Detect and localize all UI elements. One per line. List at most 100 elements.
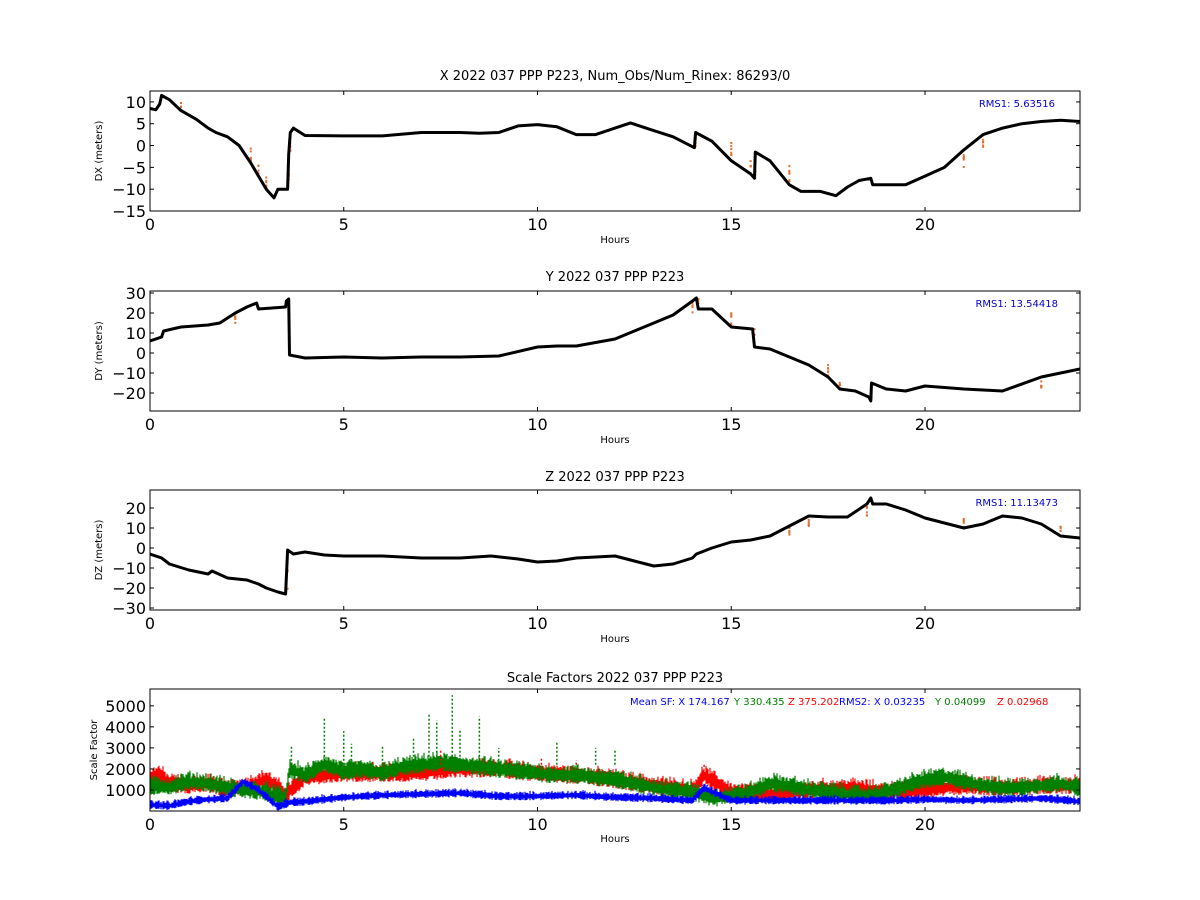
outlier-point	[1059, 527, 1062, 530]
panel-y-title: Y 2022 037 PPP P223	[545, 270, 685, 285]
outlier-point	[730, 312, 733, 315]
y-tick-label: −20	[112, 384, 146, 403]
outlier-point	[730, 151, 733, 154]
outlier-point	[788, 171, 791, 174]
series-line	[150, 496, 1080, 596]
outlier-point	[788, 531, 791, 534]
outlier-point	[962, 517, 965, 520]
outlier-point	[1059, 525, 1062, 528]
panel-data-layer	[150, 296, 1080, 403]
panel-scale-factors: Scale Factors 2022 037 PPP P223 Hours Sc…	[89, 671, 1081, 845]
outlier-point	[962, 520, 965, 523]
outlier-point	[286, 587, 289, 590]
outlier-point	[788, 165, 791, 168]
outlier-point	[865, 514, 868, 517]
outlier-point	[697, 297, 700, 300]
outlier-point	[691, 311, 694, 314]
y-tick-label: −30	[112, 599, 146, 618]
panel-x-x-ticks: 0 5 10 15 20	[145, 91, 935, 234]
x-tick-label: 15	[721, 815, 741, 834]
outlier-point	[730, 153, 733, 156]
outlier-point	[1059, 529, 1062, 532]
panel-data-layer	[150, 496, 1080, 596]
panel-y-ylabel: DY (meters)	[94, 321, 105, 381]
y-tick-label: 10	[126, 93, 146, 112]
outlier-point	[234, 315, 237, 318]
panel-sf-legend: Mean SF: X 174.167 Y 330.435 Z 375.202 R…	[630, 697, 1048, 708]
outlier-point	[827, 370, 830, 373]
sf-mean-y: Y 330.435	[733, 697, 785, 708]
outlier-point	[807, 523, 810, 526]
outlier-point	[788, 533, 791, 536]
panel-sf-plot-area	[150, 695, 1080, 811]
panel-z-xlabel: Hours	[600, 634, 629, 645]
panel-y-frame	[149, 290, 1081, 412]
x-tick-label: 15	[721, 614, 741, 633]
x-tick-label: 0	[145, 215, 155, 234]
sf-mean-x: Mean SF: X 174.167	[630, 697, 730, 708]
spike-group	[290, 695, 616, 765]
outlier-point	[807, 521, 810, 524]
panel-x-title: X 2022 037 PPP P223, Num_Obs/Num_Rinex: …	[440, 69, 791, 84]
x-tick-label: 5	[339, 415, 349, 434]
y-tick-label: 1000	[105, 781, 146, 800]
sf-rms2-y: Y 0.04099	[934, 697, 986, 708]
outlier-point	[962, 155, 965, 158]
x-tick-label: 15	[721, 215, 741, 234]
panel-x-ylabel: DX (meters)	[94, 120, 105, 181]
sf-mean-z: Z 375.202	[788, 697, 839, 708]
outlier-point	[730, 315, 733, 318]
outlier-point	[962, 166, 965, 169]
outlier-point	[730, 145, 733, 148]
x-tick-label: 20	[915, 815, 935, 834]
panel-x: X 2022 037 PPP P223, Num_Obs/Num_Rinex: …	[94, 69, 1081, 246]
outlier-point	[265, 181, 268, 184]
outlier-point	[730, 322, 733, 325]
panel-sf-y-ticks: 1000 2000 3000 4000 5000	[105, 697, 1080, 800]
y-tick-label: −10	[112, 364, 146, 383]
panel-y-rms: RMS1: 13.54418	[975, 299, 1058, 310]
scatter-series-x	[150, 778, 1080, 811]
outlier-point	[753, 328, 756, 331]
outlier-point	[982, 144, 985, 147]
x-tick-label: 15	[721, 415, 741, 434]
outlier-point	[265, 176, 268, 179]
y-tick-label: −10	[112, 559, 146, 578]
panel-x-plot-area	[150, 93, 1080, 200]
outlier-point	[788, 530, 791, 533]
outlier-point	[691, 305, 694, 308]
x-tick-label: 5	[339, 215, 349, 234]
outlier-point	[788, 180, 791, 183]
outlier-point	[788, 172, 791, 175]
panel-z: Z 2022 037 PPP P223 Hours DZ (meters) RM…	[94, 470, 1081, 645]
outlier-point	[730, 141, 733, 144]
y-tick-label: −15	[112, 202, 146, 221]
outlier-point	[962, 158, 965, 161]
panel-z-ylabel: DZ (meters)	[94, 519, 105, 580]
x-tick-label: 20	[915, 614, 935, 633]
outlier-point	[827, 367, 830, 370]
panel-x-xlabel: Hours	[600, 235, 629, 246]
sf-rms2-x: RMS2: X 0.03235	[839, 697, 925, 708]
outlier-point	[730, 323, 733, 326]
spike-group	[439, 750, 705, 769]
outlier-point	[265, 184, 268, 187]
outlier-point	[730, 148, 733, 151]
outlier-point	[1040, 386, 1043, 389]
outlier-point	[180, 106, 182, 109]
y-tick-label: 20	[126, 499, 146, 518]
outlier-point	[982, 138, 985, 141]
outlier-point	[1040, 385, 1043, 388]
panel-sf-frame	[149, 688, 1081, 812]
outlier-point	[838, 381, 841, 384]
outlier-point	[749, 165, 752, 168]
panel-y-xlabel: Hours	[600, 435, 629, 446]
panel-sf-x-ticks: 0 5 10 15 20	[145, 689, 935, 834]
panel-data-layer	[150, 695, 1080, 811]
panel-z-rms: RMS1: 11.13473	[975, 498, 1058, 509]
panel-z-plot-area	[150, 496, 1080, 596]
outlier-point	[749, 160, 752, 163]
outlier-point	[257, 169, 260, 172]
